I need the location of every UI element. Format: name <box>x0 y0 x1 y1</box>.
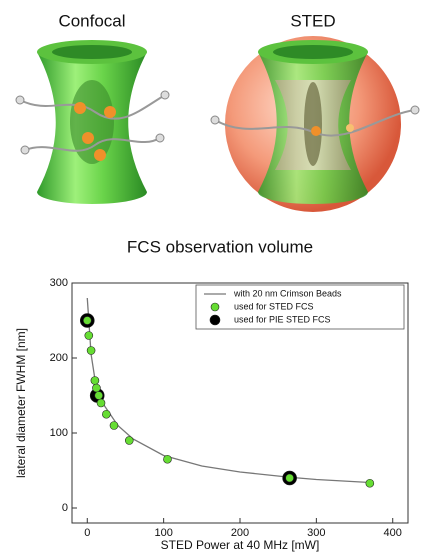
x-axis-label: STED Power at 40 MHz [mW] <box>161 538 320 552</box>
legend-box <box>195 284 405 330</box>
data-point <box>102 409 111 419</box>
x-tick-label: 100 <box>154 527 172 539</box>
x-tick-label: 300 <box>307 527 325 539</box>
legend-label: with 20 nm Crimson Beads <box>233 288 342 298</box>
data-point <box>90 376 100 385</box>
data-point <box>365 478 375 488</box>
legend-swatch <box>210 302 220 312</box>
legend-label: used for STED FCS <box>234 301 314 311</box>
data-point <box>124 436 134 445</box>
y-tick-label: 100 <box>50 427 68 439</box>
y-axis-label: lateral diameter FWHM [nm] <box>14 328 28 478</box>
x-tick-label: 400 <box>384 527 402 539</box>
x-tick-label: 200 <box>231 527 249 539</box>
data-point <box>163 454 172 464</box>
y-tick-label: 0 <box>62 502 68 514</box>
legend-swatch <box>209 314 221 326</box>
data-point <box>109 421 119 430</box>
legend-label: used for PIE STED FCS <box>234 314 331 324</box>
data-point <box>86 346 96 355</box>
data-point <box>285 473 294 483</box>
panel-label: STED <box>290 11 335 30</box>
x-tick-label: 0 <box>84 527 90 539</box>
legend: with 20 nm Crimson Beads used for STED FC… <box>195 284 405 330</box>
sted-drawing <box>210 36 420 212</box>
illustrations: Confocal STED <box>15 11 420 212</box>
data-point <box>94 391 104 400</box>
data-point <box>92 383 101 393</box>
data-point <box>82 316 92 325</box>
confocal-drawing <box>15 40 170 204</box>
data-point <box>96 398 106 408</box>
panel-label: Confocal <box>58 11 125 30</box>
y-tick-label: 300 <box>50 277 68 289</box>
y-tick-label: 200 <box>50 352 68 364</box>
chart-title: FCS observation volume <box>127 237 313 256</box>
data-point <box>84 331 94 340</box>
